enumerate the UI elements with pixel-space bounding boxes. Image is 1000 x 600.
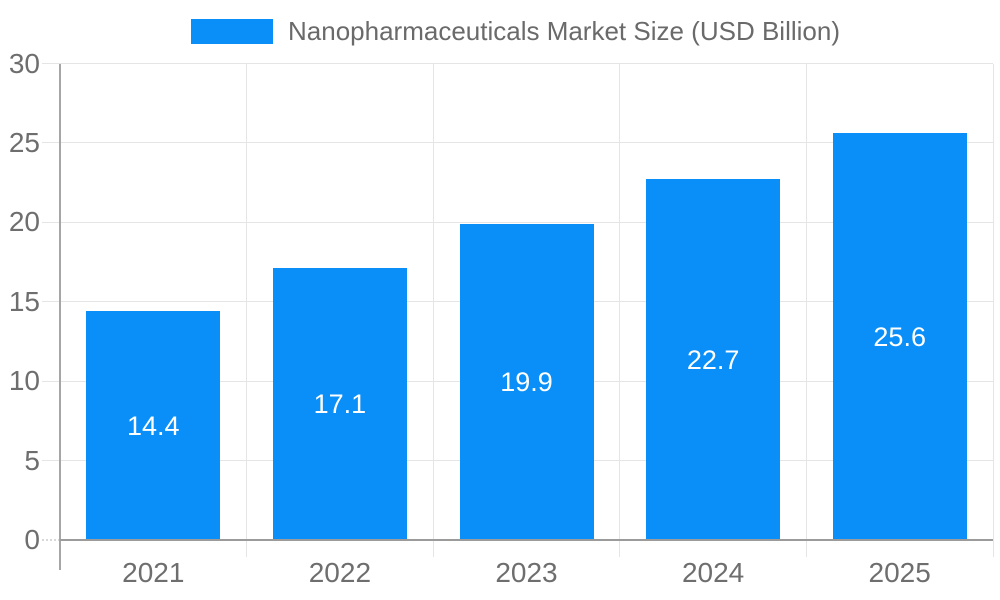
gridline-horizontal bbox=[42, 63, 993, 64]
y-tick-label: 30 bbox=[8, 47, 40, 79]
gridline-horizontal bbox=[42, 142, 993, 144]
x-tick-label: 2024 bbox=[681, 557, 745, 588]
bar-value-label: 19.9 bbox=[500, 366, 553, 397]
y-tick-label: 20 bbox=[8, 206, 40, 238]
gridline-horizontal bbox=[42, 221, 993, 223]
bar-value-label: 22.7 bbox=[686, 344, 740, 375]
y-tick-label: 15 bbox=[8, 285, 40, 317]
bar[interactable] bbox=[272, 268, 407, 540]
y-tick-label: 10 bbox=[8, 365, 40, 397]
x-tick-label: 2021 bbox=[122, 557, 185, 588]
x-tick-label: 2023 bbox=[495, 557, 558, 588]
bar-value-label: 25.6 bbox=[873, 321, 926, 352]
zero-tick bbox=[42, 539, 60, 541]
chart-legend[interactable]: Nanopharmaceuticals Market Size (USD Bil… bbox=[191, 16, 840, 46]
bar[interactable] bbox=[86, 311, 221, 540]
y-tick-label: 25 bbox=[8, 126, 40, 158]
gridline-vertical bbox=[992, 63, 994, 557]
legend-swatch bbox=[191, 19, 273, 44]
x-tick-label: 2022 bbox=[308, 557, 372, 588]
gridline-vertical bbox=[246, 63, 248, 557]
y-tick-label: 5 bbox=[24, 444, 40, 476]
bar[interactable] bbox=[646, 179, 781, 540]
y-tick-label: 0 bbox=[24, 524, 40, 555]
gridline-vertical bbox=[432, 63, 434, 557]
legend-label: Nanopharmaceuticals Market Size (USD Bil… bbox=[288, 16, 840, 46]
bar-value-label: 17.1 bbox=[313, 389, 367, 420]
x-tick-label: 2025 bbox=[868, 557, 931, 588]
bar-value-label: 14.4 bbox=[127, 410, 180, 441]
gridline-vertical bbox=[805, 63, 807, 557]
bar[interactable] bbox=[459, 223, 594, 540]
gridline-vertical bbox=[619, 63, 621, 557]
bar[interactable] bbox=[832, 133, 967, 540]
x-axis-line bbox=[60, 539, 993, 541]
y-axis-line bbox=[59, 63, 61, 570]
